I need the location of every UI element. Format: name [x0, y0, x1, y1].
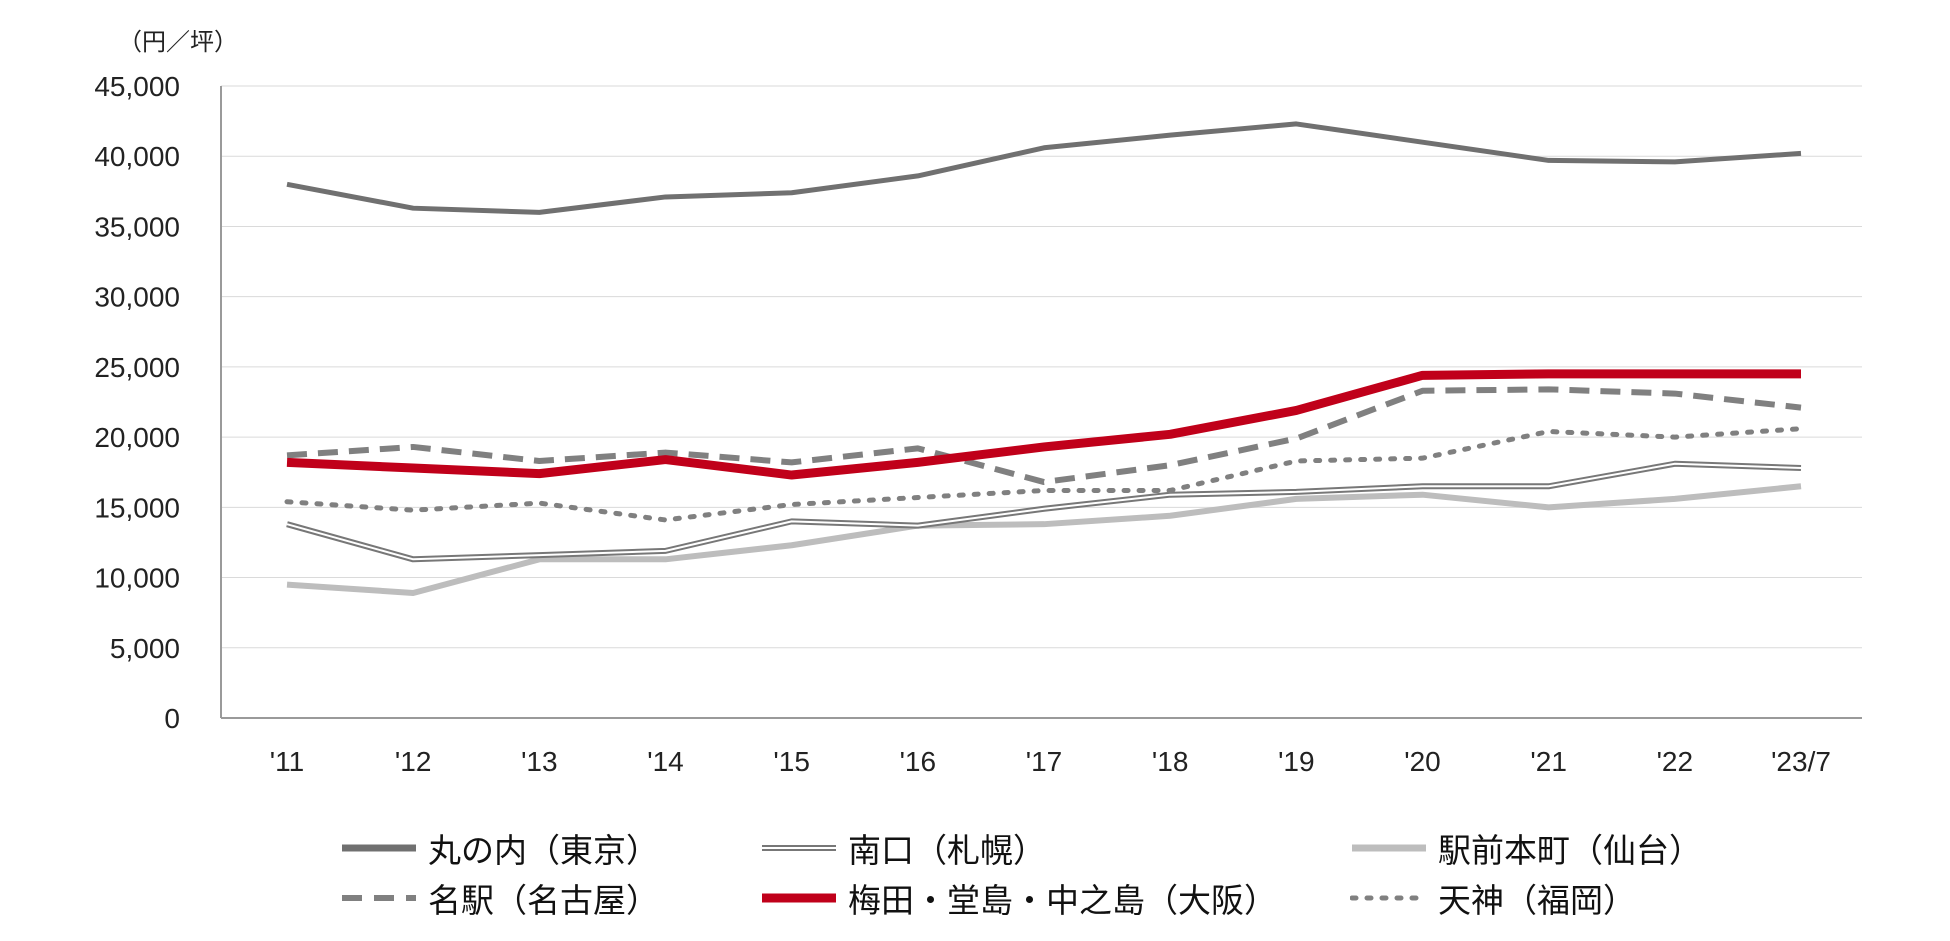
x-tick-label: '19 — [1278, 746, 1315, 777]
x-tick-label: '18 — [1152, 746, 1189, 777]
y-tick-label: 5,000 — [110, 633, 180, 664]
series-1-line — [286, 460, 1802, 563]
y-tick-label: 20,000 — [94, 422, 180, 453]
series-2-line — [286, 483, 1802, 597]
y-tick-label: 10,000 — [94, 563, 180, 594]
legend-swatch — [342, 844, 416, 852]
x-tick-label: '11 — [270, 746, 304, 777]
legend-item: 丸の内（東京） — [340, 826, 760, 870]
legend-swatch — [1352, 844, 1426, 852]
series-4-line — [286, 369, 1801, 480]
x-tick-label: '22 — [1657, 746, 1694, 777]
series-lines — [284, 121, 1804, 597]
legend-item: 南口（札幌） — [760, 826, 1350, 870]
legend-item: 梅田・堂島・中之島（大阪） — [760, 876, 1350, 920]
x-tick-label: '14 — [647, 746, 684, 777]
x-tick-label: '13 — [521, 746, 558, 777]
line-chart: （円／坪） 0 5,000 10,000 15,000 20,000 25,000 30,0… — [94, 28, 1862, 777]
x-tick-label: '21 — [1530, 746, 1567, 777]
legend-label: 南口（札幌） — [848, 831, 1046, 870]
y-tick-label: 15,000 — [94, 492, 180, 523]
series-0-line — [286, 121, 1802, 215]
legend-item: 名駅（名古屋） — [340, 876, 760, 920]
legend-item: 天神（福岡） — [1350, 876, 1780, 920]
x-tick-label: '23/7 — [1771, 746, 1831, 777]
legend-label: 駅前本町（仙台） — [1438, 831, 1702, 870]
series-3-line — [286, 386, 1802, 486]
series-5-line — [284, 426, 1804, 523]
y-tick-label: 40,000 — [94, 141, 180, 172]
legend-swatch — [342, 895, 416, 901]
legend: 丸の内（東京） 南口（札幌） 駅前本町（仙台） 名駅（名古屋） 梅田・堂島・中之島（大阪… — [340, 826, 1780, 920]
legend-swatch — [762, 845, 836, 851]
legend-label: 天神（福岡） — [1438, 881, 1636, 920]
x-tick-label: '16 — [900, 746, 937, 777]
y-tick-label: 25,000 — [94, 352, 180, 383]
legend-swatch — [1350, 895, 1428, 901]
y-tick-label: 45,000 — [94, 71, 180, 102]
x-tick-label: '12 — [395, 746, 432, 777]
x-tick-label: '15 — [773, 746, 810, 777]
y-tick-labels: 0 5,000 10,000 15,000 20,000 25,000 30,000 35,0… — [94, 71, 180, 734]
x-tick-label: '17 — [1026, 746, 1063, 777]
legend-label: 名駅（名古屋） — [428, 881, 659, 920]
series-1-line-inner — [286, 462, 1802, 561]
y-tick-label: 35,000 — [94, 211, 180, 242]
y-tick-label: 0 — [164, 703, 180, 734]
x-tick-label: '20 — [1404, 746, 1441, 777]
x-tick-labels: '11 '12 '13 '14 '15 '16 '17 '18 '19 '20 '21 '22 '23/… — [270, 746, 1831, 777]
y-tick-label: 30,000 — [94, 282, 180, 313]
legend-swatch — [762, 893, 836, 903]
y-unit-label: （円／坪） — [118, 28, 238, 56]
gridlines — [221, 85, 1862, 649]
legend-label: 梅田・堂島・中之島（大阪） — [848, 881, 1277, 920]
axes — [220, 86, 1862, 719]
legend-item: 駅前本町（仙台） — [1350, 826, 1780, 870]
legend-label: 丸の内（東京） — [428, 831, 659, 870]
